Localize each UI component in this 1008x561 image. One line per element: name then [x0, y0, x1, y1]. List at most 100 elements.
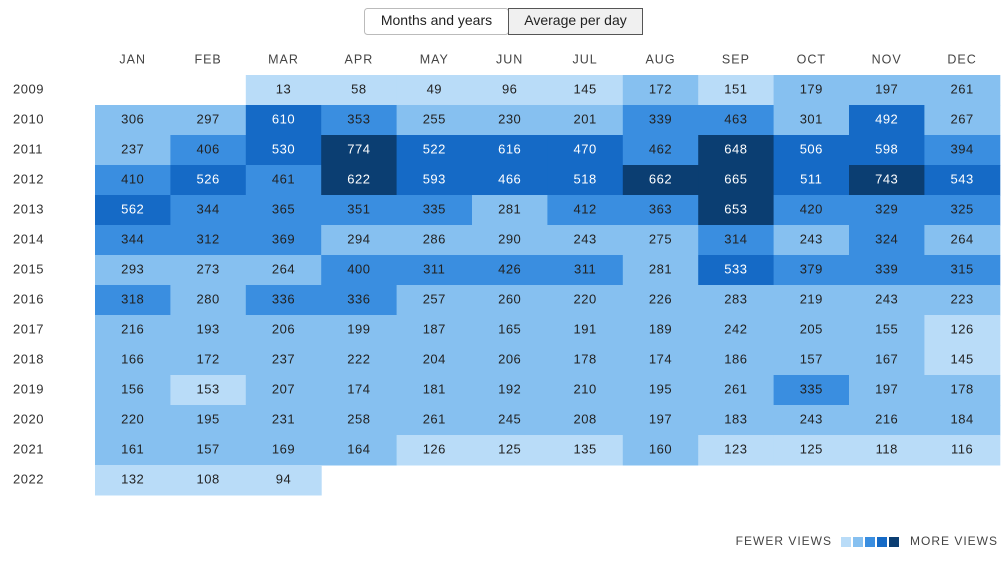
toggle-label[interactable]: Average per day: [524, 12, 626, 28]
cell-value: 260: [498, 291, 521, 306]
heat-cell: [321, 135, 398, 166]
cell-value: 598: [875, 141, 898, 156]
cell-value: 193: [196, 321, 219, 336]
heat-cell: [924, 195, 1001, 226]
cell-value: 562: [121, 201, 144, 216]
heat-cell: [321, 225, 398, 256]
heat-cell: [95, 345, 171, 376]
year-label: 2014: [13, 231, 44, 246]
heat-cell: [849, 195, 925, 226]
cell-value: 178: [573, 351, 596, 366]
heat-cell: [245, 195, 322, 226]
heat-cell: [622, 285, 699, 316]
month-header: JUL: [572, 52, 597, 66]
heat-cell: [472, 435, 548, 466]
heat-cell: [547, 315, 624, 346]
heat-cell: [472, 165, 548, 196]
heat-cell: [547, 135, 624, 166]
cell-value: 653: [724, 201, 747, 216]
heat-cell: [622, 435, 699, 466]
heat-cell: [472, 315, 548, 346]
cell-value: 167: [875, 351, 898, 366]
year-label: 2015: [13, 261, 44, 276]
heat-cell: [472, 375, 548, 406]
year-label: 2021: [13, 441, 44, 456]
cell-value: 169: [272, 441, 295, 456]
heat-cell: [472, 105, 548, 136]
cell-value: 774: [347, 141, 370, 156]
cell-value: 125: [498, 441, 521, 456]
cell-value: 255: [423, 111, 446, 126]
heat-cell: [472, 345, 548, 376]
heat-cell: [698, 75, 775, 106]
heat-cell: [622, 75, 699, 106]
heat-cell: [773, 345, 850, 376]
cell-value: 197: [875, 381, 898, 396]
cell-value: 191: [573, 321, 596, 336]
heat-cell: [698, 105, 775, 136]
heat-cell: [170, 285, 247, 316]
heat-cell: [698, 375, 775, 406]
heat-cell: [95, 255, 171, 286]
cell-value: 301: [800, 111, 823, 126]
heat-cell: [773, 225, 850, 256]
month-header: MAR: [268, 52, 299, 66]
heat-cell: [95, 165, 171, 196]
heat-cell: [547, 345, 624, 376]
cell-value: 231: [272, 411, 295, 426]
heat-cell: [773, 405, 850, 436]
toggle-button[interactable]: [508, 8, 643, 35]
cell-value: 315: [950, 261, 973, 276]
heat-cell: [245, 165, 322, 196]
heat-cell: [698, 225, 775, 256]
heat-cell: [170, 375, 247, 406]
toggle-label[interactable]: Months and years: [381, 12, 492, 28]
cell-value: 243: [875, 291, 898, 306]
cell-value: 58: [351, 81, 366, 96]
heat-cell: [698, 285, 775, 316]
heat-cell: [245, 345, 322, 376]
cell-value: 665: [724, 171, 747, 186]
cell-value: 123: [724, 441, 747, 456]
heat-cell: [698, 165, 775, 196]
cell-value: 290: [498, 231, 521, 246]
cell-value: 156: [121, 381, 144, 396]
cell-value: 96: [502, 81, 517, 96]
cell-value: 195: [649, 381, 672, 396]
cell-value: 219: [800, 291, 823, 306]
heat-cell: [924, 75, 1001, 106]
cell-value: 329: [875, 201, 898, 216]
cell-value: 335: [800, 381, 823, 396]
year-label: 2010: [13, 111, 44, 126]
heat-cell: [773, 105, 850, 136]
heat-cell: [396, 285, 473, 316]
heat-cell: [924, 165, 1001, 196]
cell-value: 125: [800, 441, 823, 456]
heat-cell: [622, 225, 699, 256]
heat-cell: [321, 75, 398, 106]
cell-value: 311: [574, 261, 596, 276]
cell-value: 462: [649, 141, 672, 156]
cell-value: 492: [875, 111, 898, 126]
cell-value: 230: [498, 111, 521, 126]
heat-cell: [95, 105, 171, 136]
cell-value: 743: [875, 171, 898, 186]
cell-value: 243: [573, 231, 596, 246]
cell-value: 132: [121, 471, 144, 486]
cell-value: 420: [800, 201, 823, 216]
cell-value: 280: [196, 291, 219, 306]
heat-cell: [924, 405, 1001, 436]
cell-value: 369: [272, 231, 295, 246]
year-label: 2009: [13, 81, 44, 96]
cell-value: 108: [196, 471, 219, 486]
cell-value: 353: [347, 111, 370, 126]
cell-value: 261: [950, 81, 973, 96]
cell-value: 151: [724, 81, 747, 96]
cell-value: 518: [573, 171, 596, 186]
cell-value: 311: [423, 261, 445, 276]
cell-value: 49: [427, 81, 442, 96]
heat-cell: [245, 75, 322, 106]
heat-cell: [849, 135, 925, 166]
cell-value: 463: [724, 111, 747, 126]
cell-value: 13: [276, 81, 291, 96]
